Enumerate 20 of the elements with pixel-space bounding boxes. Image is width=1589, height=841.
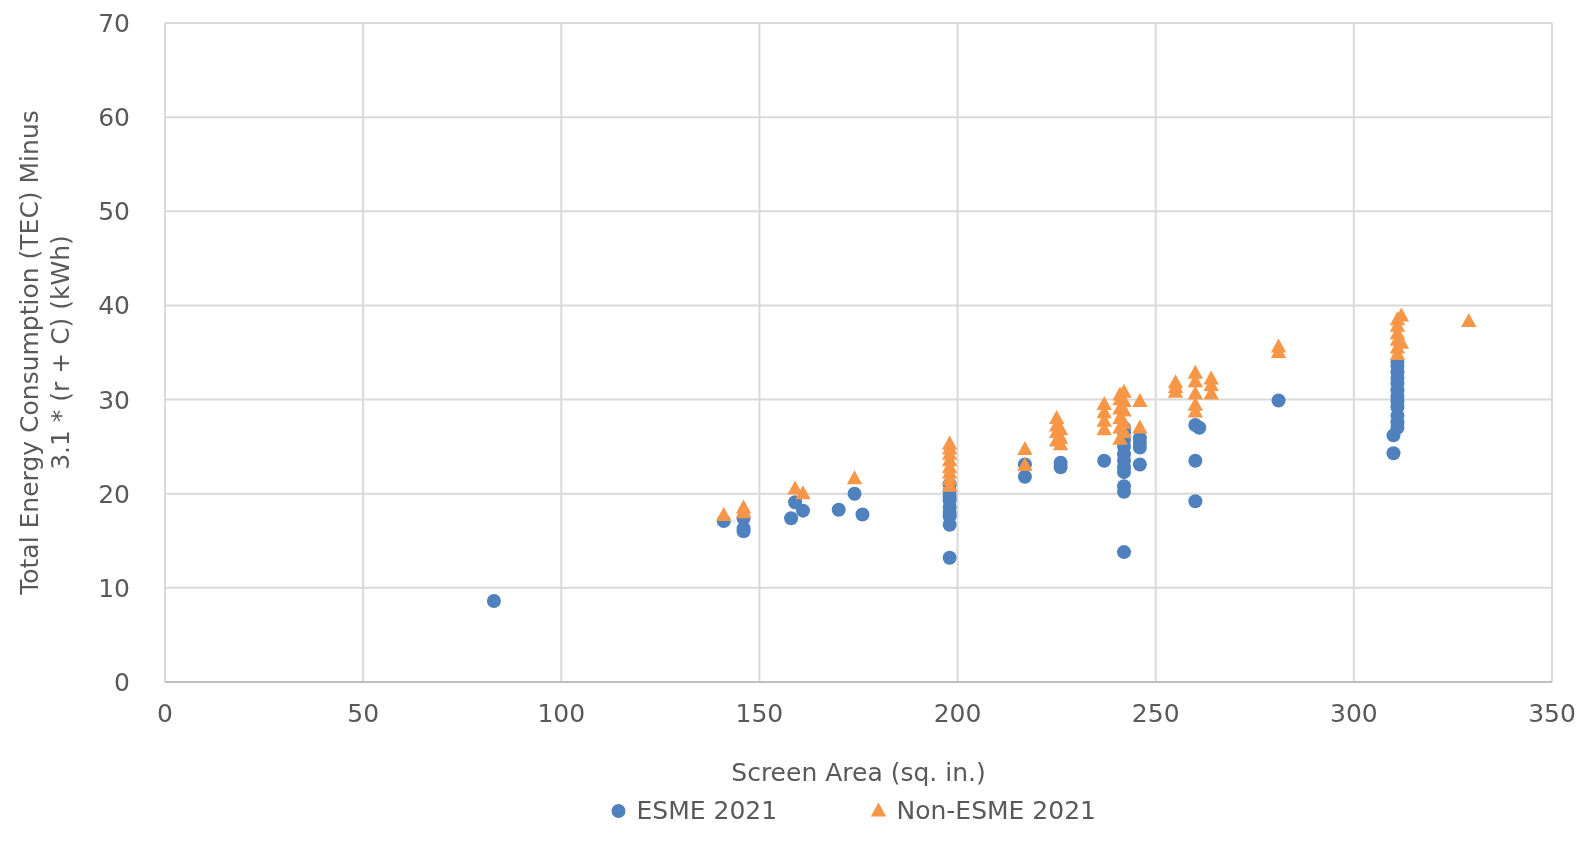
y-tick-label: 70 [98, 9, 130, 38]
y-tick-label: 20 [98, 479, 130, 509]
y-tick-label: 50 [98, 197, 130, 227]
x-tick-label: 0 [157, 699, 173, 728]
legend-label: Non-ESME 2021 [896, 796, 1096, 825]
x-tick-label: 50 [347, 699, 380, 728]
x-tick-label: 300 [1330, 699, 1378, 728]
y-axis-title: Total Energy Consumption (TEC) Minus 3.1 * (r + C) (kWh) [15, 110, 75, 596]
y-tick-label: 10 [98, 573, 130, 603]
y-tick-label: 30 [98, 385, 130, 415]
y-tick-label: 40 [98, 291, 130, 321]
x-tick-label: 200 [933, 699, 982, 728]
x-tick-label: 150 [735, 699, 784, 728]
x-tick-label: 350 [1528, 699, 1576, 728]
x-tick-label: 100 [537, 699, 586, 728]
x-axis-title: Screen Area (sq. in.) [731, 758, 986, 787]
legend-label: ESME 2021 [636, 796, 778, 825]
y-tick-label: 0 [114, 668, 130, 697]
y-tick-label: 60 [98, 103, 130, 133]
x-tick-label: 250 [1131, 699, 1180, 728]
